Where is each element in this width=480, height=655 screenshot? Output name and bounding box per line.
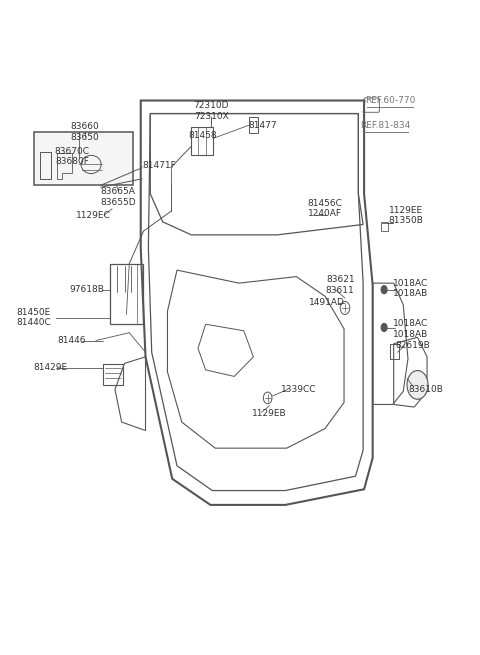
Text: 81446: 81446 — [58, 336, 86, 345]
Bar — [192, 127, 213, 155]
Text: 82619B: 82619B — [396, 341, 430, 350]
Text: 81458: 81458 — [189, 130, 217, 140]
Text: 81471F: 81471F — [142, 161, 176, 170]
Bar — [390, 345, 399, 359]
Bar — [381, 222, 388, 231]
Text: 83670C
83680F: 83670C 83680F — [55, 147, 89, 166]
Bar — [110, 264, 143, 324]
Text: 83660
83650: 83660 83650 — [71, 122, 99, 141]
Text: REF.60-770: REF.60-770 — [365, 96, 416, 105]
Text: 81450E
81440C: 81450E 81440C — [16, 308, 51, 328]
Text: 81477: 81477 — [249, 121, 277, 130]
Bar — [249, 117, 258, 133]
Bar — [34, 132, 133, 185]
Text: 83621
83611: 83621 83611 — [326, 275, 355, 295]
Text: 1018AC
1018AB: 1018AC 1018AB — [393, 278, 429, 298]
Text: 1491AD: 1491AD — [309, 298, 345, 307]
Text: 83610B: 83610B — [408, 385, 444, 394]
Circle shape — [381, 286, 387, 293]
Circle shape — [264, 392, 272, 404]
Text: 72310D
72310X: 72310D 72310X — [193, 102, 229, 121]
Text: 83665A
83655D: 83665A 83655D — [100, 187, 136, 207]
Circle shape — [407, 371, 428, 400]
Circle shape — [381, 324, 387, 331]
Text: 81456C
1240AF: 81456C 1240AF — [308, 199, 342, 219]
Text: 1129EC: 1129EC — [76, 211, 111, 220]
Text: 1339CC: 1339CC — [280, 385, 316, 394]
Bar — [103, 364, 123, 385]
Text: 81429E: 81429E — [34, 364, 68, 373]
Text: 1129EE
81350B: 1129EE 81350B — [389, 206, 423, 225]
Text: 97618B: 97618B — [69, 285, 104, 294]
Bar — [39, 152, 51, 179]
Text: 1129EB: 1129EB — [252, 409, 287, 418]
Text: 1018AC
1018AB: 1018AC 1018AB — [393, 319, 429, 339]
Text: REF.81-834: REF.81-834 — [360, 121, 411, 130]
Circle shape — [340, 301, 350, 314]
